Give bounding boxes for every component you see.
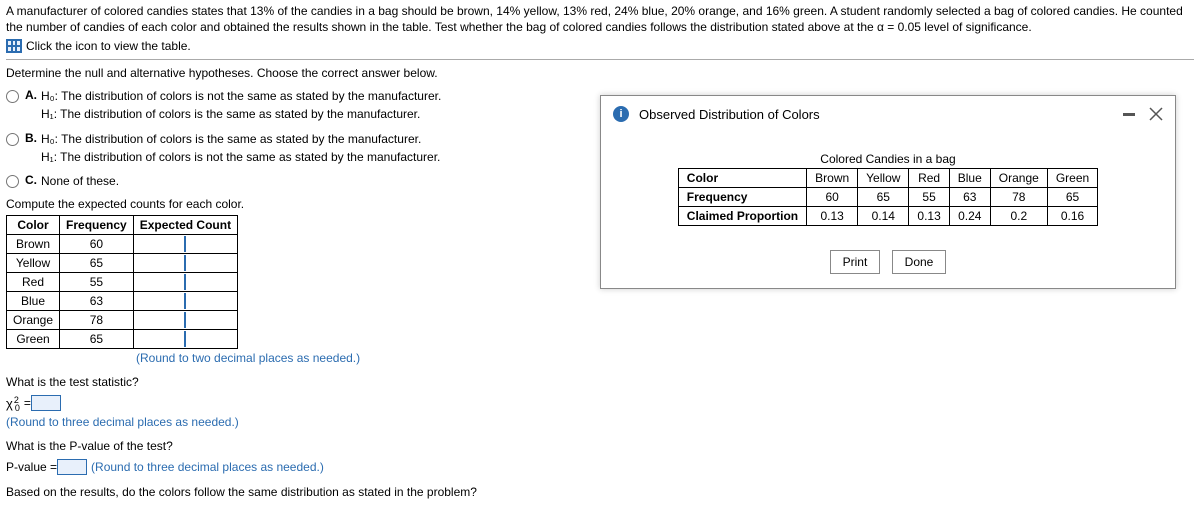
table-icon[interactable] <box>6 39 22 53</box>
counts-round-note: (Round to two decimal places as needed.) <box>136 351 1194 365</box>
option-c-text: None of these. <box>41 173 119 191</box>
pvalue-question: What is the P-value of the test? <box>6 439 1194 453</box>
teststat-round-note: (Round to three decimal places as needed… <box>6 415 1194 429</box>
close-icon[interactable] <box>1149 107 1163 121</box>
dialog-title: Observed Distribution of Colors <box>639 107 1123 122</box>
row-green: Green <box>7 330 60 349</box>
view-table-link[interactable]: Click the icon to view the table. <box>26 39 191 53</box>
done-button[interactable]: Done <box>892 250 947 274</box>
intro-text: A manufacturer of colored candies states… <box>6 4 1194 35</box>
option-c-radio[interactable] <box>6 175 19 188</box>
hypothesis-prompt: Determine the null and alternative hypot… <box>6 66 1194 80</box>
option-a-text: H₀: The distribution of colors is not th… <box>41 88 441 124</box>
row-red: Red <box>7 273 60 292</box>
option-a-radio[interactable] <box>6 90 19 103</box>
th-color: Color <box>7 216 60 235</box>
final-question: Based on the results, do the colors foll… <box>6 485 1194 499</box>
info-icon: i <box>613 106 629 122</box>
exp-input-red[interactable] <box>184 274 186 290</box>
chi-input[interactable] <box>31 395 61 411</box>
exp-input-blue[interactable] <box>184 293 186 309</box>
dialog-caption: Colored Candies in a bag <box>631 152 1145 166</box>
pvalue-input[interactable] <box>57 459 87 475</box>
equals-sign: = <box>24 396 31 410</box>
option-a-letter: A. <box>25 88 37 102</box>
row-blue: Blue <box>7 292 60 311</box>
counts-table: Color Frequency Expected Count Brown60 Y… <box>6 215 238 349</box>
option-b-radio[interactable] <box>6 133 19 146</box>
dialog-data-table: Color Brown Yellow Red Blue Orange Green… <box>678 168 1098 226</box>
separator <box>6 59 1194 60</box>
minimize-icon[interactable] <box>1123 113 1135 116</box>
teststat-question: What is the test statistic? <box>6 375 1194 389</box>
exp-input-brown[interactable] <box>184 236 186 252</box>
option-b-text: H₀: The distribution of colors is the sa… <box>41 131 440 167</box>
exp-input-yellow[interactable] <box>184 255 186 271</box>
row-orange: Orange <box>7 311 60 330</box>
pvalue-label: P-value = <box>6 460 57 474</box>
th-exp: Expected Count <box>133 216 237 235</box>
row-yellow: Yellow <box>7 254 60 273</box>
exp-input-green[interactable] <box>184 331 186 347</box>
chi-symbol: χ20 <box>6 396 20 411</box>
th-freq: Frequency <box>60 216 134 235</box>
print-button[interactable]: Print <box>830 250 881 274</box>
row-brown: Brown <box>7 235 60 254</box>
exp-input-orange[interactable] <box>184 312 186 328</box>
option-c-letter: C. <box>25 173 37 187</box>
option-b-letter: B. <box>25 131 37 145</box>
dialog-observed-distribution: i Observed Distribution of Colors Colore… <box>600 95 1176 289</box>
pvalue-round-note: (Round to three decimal places as needed… <box>91 460 324 474</box>
